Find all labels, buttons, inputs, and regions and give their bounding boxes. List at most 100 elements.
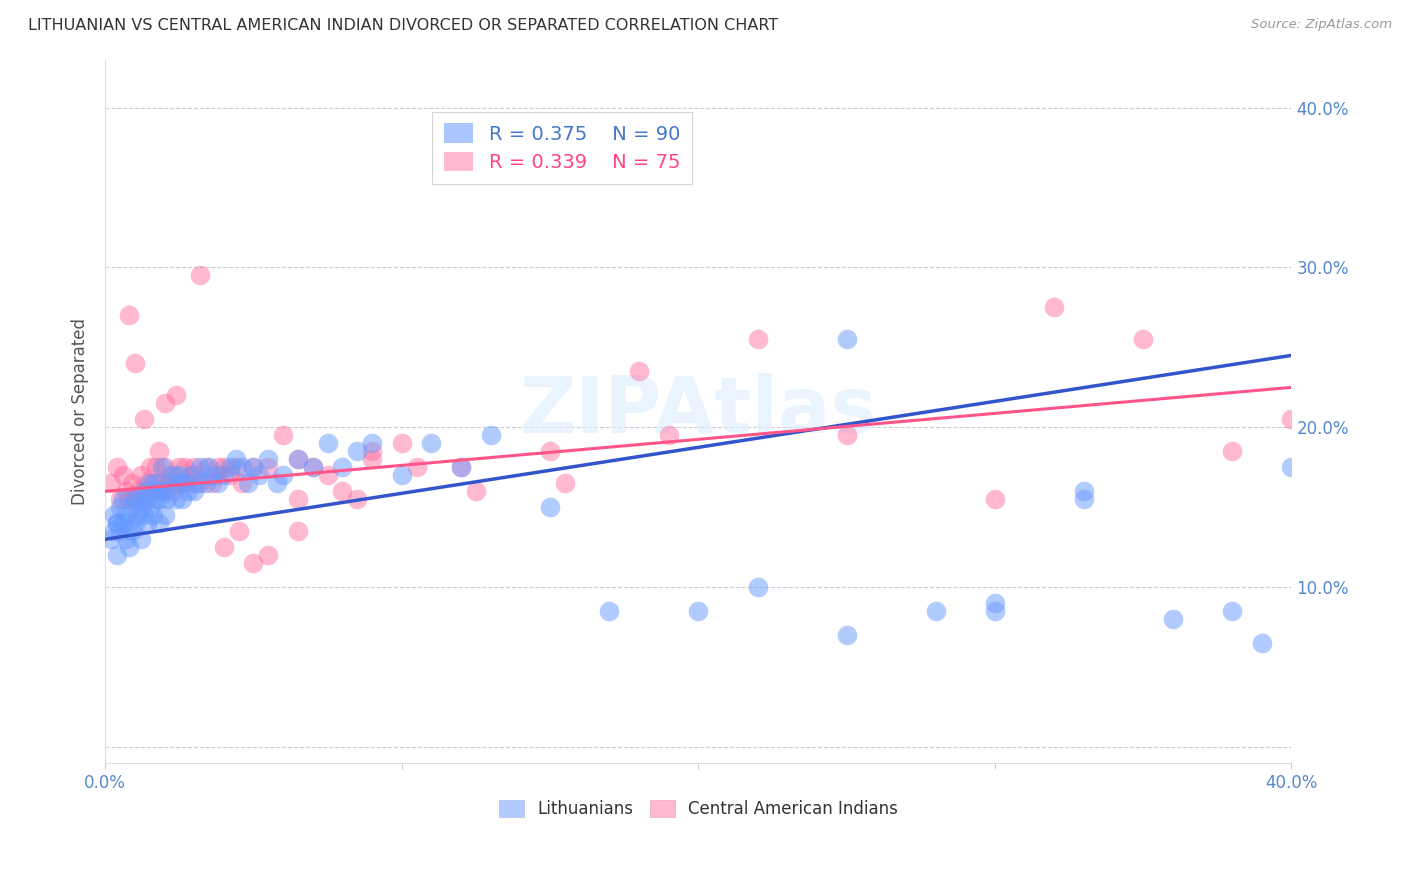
Point [1161,612,1184,626]
Point [174,460,197,475]
Point [658,428,681,442]
Point [188,476,211,491]
Point [627,364,650,378]
Point [153,460,176,475]
Point [183,484,205,499]
Point [115,508,138,523]
Point [201,468,224,483]
Point [212,460,235,475]
Point [271,428,294,442]
Point [159,476,181,491]
Point [118,541,141,555]
Point [132,412,155,426]
Point [111,516,134,531]
Y-axis label: Divorced or Separated: Divorced or Separated [72,318,89,505]
Point [747,333,769,347]
Point [688,604,710,618]
Point [165,388,187,402]
Point [1220,444,1243,458]
Point [127,508,149,523]
Point [271,468,294,483]
Point [212,541,235,555]
Point [207,460,229,475]
Point [984,596,1007,610]
Point [346,492,368,507]
Point [148,516,170,531]
Point [332,484,354,499]
Point [361,436,384,450]
Point [148,444,170,458]
Point [118,309,141,323]
Point [118,516,141,531]
Point [153,508,176,523]
Point [450,460,472,475]
Point [287,524,309,539]
Point [124,492,146,507]
Point [165,492,187,507]
Point [225,460,247,475]
Point [479,428,502,442]
Point [172,492,194,507]
Point [145,476,167,491]
Point [156,476,179,491]
Point [121,500,143,515]
Point [100,533,122,547]
Point [135,492,157,507]
Point [121,524,143,539]
Point [287,452,309,467]
Point [1281,460,1303,475]
Point [835,333,858,347]
Text: LITHUANIAN VS CENTRAL AMERICAN INDIAN DIVORCED OR SEPARATED CORRELATION CHART: LITHUANIAN VS CENTRAL AMERICAN INDIAN DI… [28,18,779,33]
Point [148,492,170,507]
Point [346,444,368,458]
Point [287,492,309,507]
Point [420,436,443,450]
Point [361,452,384,467]
Point [142,508,165,523]
Point [111,492,134,507]
Point [156,492,179,507]
Point [124,516,146,531]
Point [145,460,167,475]
Point [169,476,191,491]
Legend: Lithuanians, Central American Indians: Lithuanians, Central American Indians [492,794,904,825]
Point [195,476,218,491]
Point [108,524,131,539]
Point [198,460,221,475]
Point [207,476,229,491]
Point [228,524,250,539]
Point [332,460,354,475]
Point [242,460,264,475]
Point [316,468,339,483]
Point [195,460,218,475]
Point [1132,333,1154,347]
Point [108,500,131,515]
Point [100,476,122,491]
Point [316,436,339,450]
Point [135,476,157,491]
Point [105,516,128,531]
Point [924,604,946,618]
Point [266,476,288,491]
Point [186,476,208,491]
Point [138,500,160,515]
Point [242,460,264,475]
Point [242,556,264,570]
Point [835,428,858,442]
Point [132,508,155,523]
Point [177,484,200,499]
Point [153,396,176,410]
Point [201,476,224,491]
Point [188,268,211,283]
Text: ZIPAtlas: ZIPAtlas [520,374,877,450]
Point [538,500,561,515]
Point [391,468,413,483]
Point [118,492,141,507]
Point [174,476,197,491]
Point [257,460,280,475]
Point [142,476,165,491]
Point [148,484,170,499]
Point [183,468,205,483]
Point [231,476,253,491]
Point [301,460,323,475]
